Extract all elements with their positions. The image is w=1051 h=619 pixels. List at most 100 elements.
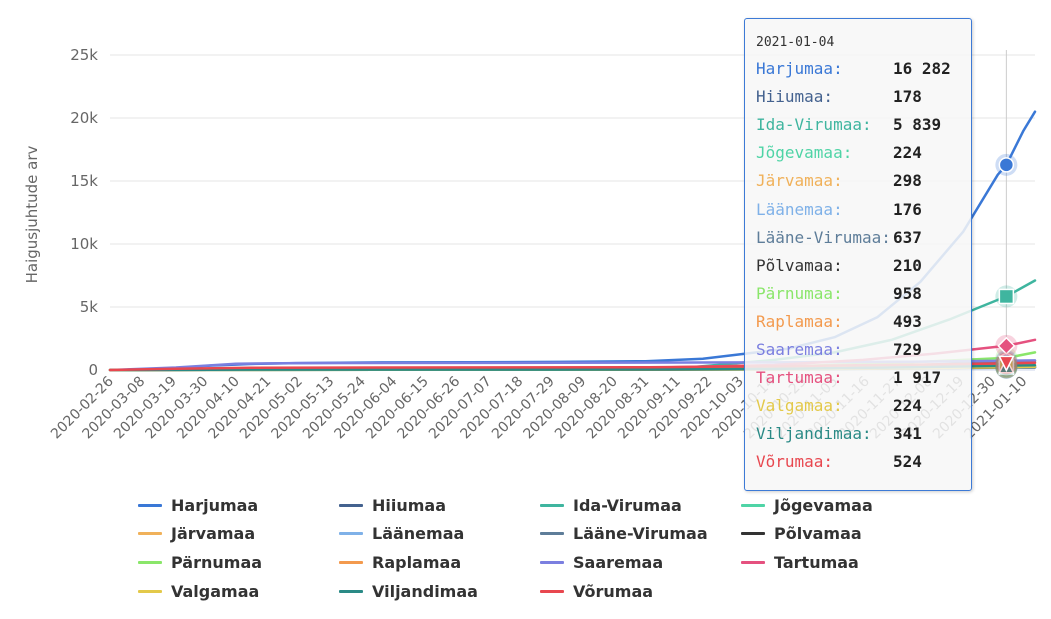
legend-swatch — [540, 589, 564, 593]
hover-marker — [997, 336, 1016, 355]
legend-swatch — [339, 503, 363, 507]
legend-label: Harjumaa — [171, 495, 259, 515]
legend-item[interactable]: Võrumaa — [540, 580, 653, 602]
tooltip-series-name: Saaremaa: — [756, 340, 843, 359]
tooltip-value: 958 — [893, 283, 922, 303]
legend-item[interactable]: Ida-Virumaa — [540, 494, 682, 516]
tooltip-series-name: Ida-Virumaa: — [756, 115, 872, 135]
legend-swatch — [741, 532, 765, 536]
legend-swatch — [741, 560, 765, 564]
legend-label: Valgamaa — [171, 581, 260, 601]
tooltip-value: 224 — [893, 143, 922, 163]
legend-swatch — [138, 560, 162, 564]
tooltip-series-name: Läänemaa: — [756, 199, 843, 219]
legend-item[interactable]: Raplamaa — [339, 551, 461, 573]
series-line-14[interactable] — [108, 361, 1037, 372]
legend-swatch — [339, 589, 363, 593]
tooltip-row: Ida-Virumaa: 5 839 — [756, 115, 941, 139]
tooltip-series-name: Jõgevamaa: — [756, 143, 853, 163]
tooltip-row: Raplamaa: 493 — [756, 312, 922, 336]
tooltip-value: 729 — [893, 340, 922, 359]
tooltip-row: Põlvamaa: 210 — [756, 256, 922, 280]
legend-label: Viljandimaa — [372, 581, 478, 601]
tooltip-row: Saaremaa: 729 — [756, 340, 922, 364]
tooltip-value: 1 917 — [893, 368, 942, 388]
tooltip-row: Valgamaa: 224 — [756, 396, 922, 420]
y-tick-label: 20k — [70, 109, 98, 127]
legend-label: Järvamaa — [171, 524, 256, 544]
legend-swatch — [741, 503, 765, 507]
tooltip-value: 637 — [893, 227, 922, 247]
legend-item[interactable]: Hiiumaa — [339, 494, 446, 516]
legend-swatch — [540, 503, 564, 507]
tooltip-series-name: Viljandimaa: — [756, 424, 872, 444]
tooltip-series-name: Võrumaa: — [756, 452, 834, 472]
y-axis-label: Haigusjuhtude arv — [23, 145, 41, 283]
legend-swatch — [339, 560, 363, 564]
tooltip-series-name: Lääne-Virumaa: — [756, 227, 891, 247]
legend-item[interactable]: Jõgevamaa — [741, 494, 873, 516]
tooltip-series-name: Raplamaa: — [756, 311, 843, 331]
tooltip-value: 16 282 — [893, 59, 951, 78]
legend-label: Tartumaa — [774, 552, 859, 572]
tooltip-row: Lääne-Virumaa: 637 — [756, 228, 922, 252]
legend-item[interactable]: Järvamaa — [138, 523, 255, 545]
legend-label: Võrumaa — [573, 581, 654, 601]
legend-item[interactable]: Viljandimaa — [339, 580, 478, 602]
tooltip-row: Läänemaa: 176 — [756, 200, 922, 224]
tooltip-value: 5 839 — [893, 115, 942, 135]
legend-swatch — [138, 503, 162, 507]
tooltip-value: 493 — [893, 311, 922, 331]
legend-item[interactable]: Tartumaa — [741, 551, 859, 573]
tooltip-series-name: Järvamaa: — [756, 171, 843, 191]
legend-label: Lääne-Virumaa — [573, 524, 708, 544]
tooltip-row: Harjumaa: 16 282 — [756, 59, 951, 83]
legend-item[interactable]: Harjumaa — [138, 494, 258, 516]
tooltip-series-name: Harjumaa: — [756, 59, 843, 78]
y-tick-label: 0 — [88, 361, 98, 379]
hover-marker — [998, 355, 1015, 373]
tooltip-value: 176 — [893, 199, 922, 219]
tooltip-value: 298 — [893, 171, 922, 191]
legend-label: Põlvamaa — [774, 524, 862, 544]
tooltip-series-name: Hiiumaa: — [756, 87, 834, 107]
legend-item[interactable]: Lääne-Virumaa — [540, 523, 708, 545]
y-axis-ticks: 0 5k 10k 15k 20k 25k — [70, 46, 98, 379]
legend-label: Hiiumaa — [372, 495, 447, 515]
tooltip-series-name: Pärnumaa: — [756, 283, 843, 303]
tooltip-value: 210 — [893, 255, 922, 275]
legend-item[interactable]: Pärnumaa — [138, 551, 262, 573]
tooltip-series-name: Valgamaa: — [756, 396, 843, 416]
y-tick-label: 10k — [70, 235, 98, 253]
tooltip-value: 524 — [893, 452, 922, 472]
hover-markers — [995, 153, 1018, 379]
tooltip-series-name: Tartumaa: — [756, 368, 843, 388]
legend-label: Saaremaa — [573, 552, 664, 572]
tooltip-row: Jõgevamaa: 224 — [756, 143, 922, 167]
legend-item[interactable]: Saaremaa — [540, 551, 663, 573]
y-tick-label: 5k — [80, 298, 99, 316]
hover-marker — [998, 288, 1015, 305]
tooltip-row: Võrumaa: 524 — [756, 452, 922, 476]
legend-swatch — [138, 589, 162, 593]
tooltip-row: Pärnumaa: 958 — [756, 284, 922, 308]
hover-tooltip: 2021-01-04 Harjumaa: 16 282 Hiiumaa: 178 Ida… — [744, 18, 972, 491]
legend-swatch — [138, 532, 162, 536]
tooltip-row: Tartumaa: 1 917 — [756, 368, 941, 392]
legend-label: Läänemaa — [372, 524, 465, 544]
y-tick-label: 25k — [70, 46, 98, 64]
legend-label: Ida-Virumaa — [573, 495, 682, 515]
series-line-10[interactable] — [108, 359, 1037, 372]
tooltip-value: 224 — [893, 396, 922, 416]
tooltip-date: 2021-01-04 — [756, 35, 835, 50]
legend-item[interactable]: Läänemaa — [339, 523, 464, 545]
legend-item[interactable]: Valgamaa — [138, 580, 259, 602]
legend-item[interactable]: Põlvamaa — [741, 523, 862, 545]
legend-swatch — [339, 532, 363, 536]
hover-marker — [998, 157, 1015, 173]
y-tick-label: 15k — [70, 172, 98, 190]
tooltip-row: Järvamaa: 298 — [756, 171, 922, 195]
tooltip-value: 341 — [893, 424, 922, 444]
tooltip-row: Viljandimaa: 341 — [756, 424, 922, 448]
